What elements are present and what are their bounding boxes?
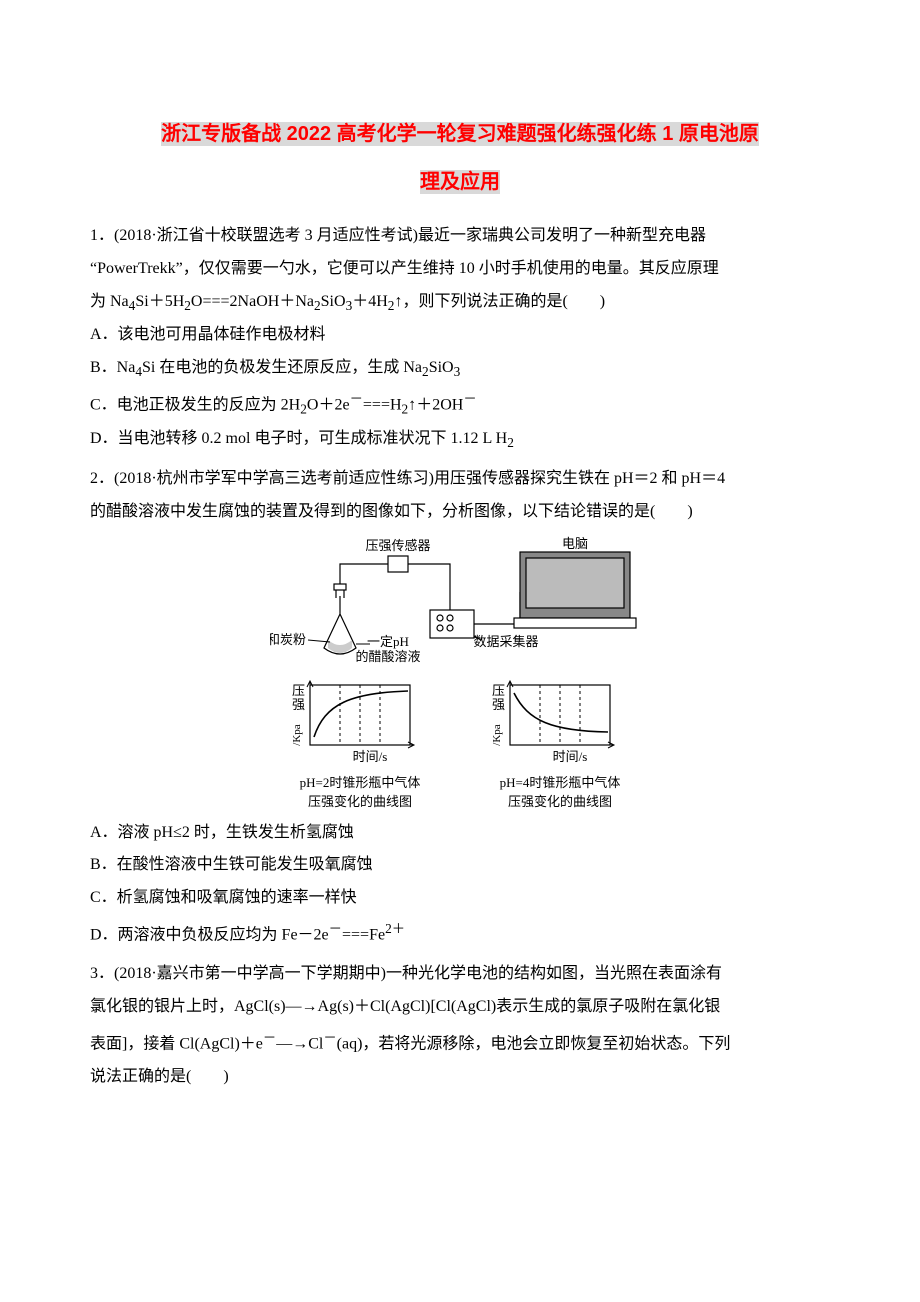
q1-l3b: Si＋5H <box>135 293 184 310</box>
svg-text:时间/s: 时间/s <box>353 749 388 764</box>
graph-ph4: 压 强 /Kpa 时间/s pH=4时锥形瓶中气体 压强变化的曲线图 <box>480 679 640 810</box>
graph1-svg: 压 强 /Kpa 时间/s <box>280 679 440 765</box>
svg-text:压: 压 <box>492 683 505 698</box>
sub: 2 <box>314 298 321 313</box>
svg-text:电脑: 电脑 <box>562 536 588 551</box>
cap: pH=4时锥形瓶中气体 <box>500 775 621 790</box>
svg-text:/Kpa: /Kpa <box>291 725 303 747</box>
cap: 压强变化的曲线图 <box>508 794 612 809</box>
svg-text:强: 强 <box>292 697 305 712</box>
apparatus-svg: 压强传感器 电脑 铁和炭粉 一定pH 的醋酸溶液 数据采集器 <box>270 536 650 666</box>
t: O＋2e <box>307 397 350 414</box>
svg-text:铁和炭粉: 铁和炭粉 <box>270 632 306 647</box>
q3-stem-line2: 氯化银的银片上时，AgCl(s)―→Ag(s)＋Cl(AgCl)[Cl(AgCl… <box>90 991 830 1024</box>
t: B．Na <box>90 359 135 376</box>
t: SiO <box>429 359 454 376</box>
q2-optB: B．在酸性溶液中生铁可能发生吸氧腐蚀 <box>90 849 830 882</box>
t: ===Fe <box>342 926 385 943</box>
t: D．两溶液中负极反应均为 Fe－2e <box>90 926 329 943</box>
svg-text:时间/s: 时间/s <box>553 749 588 764</box>
title-span-1: 浙江专版备战 2022 高考化学一轮复习难题强化练强化练 1 原电池原 <box>161 122 759 146</box>
q1-stem-line1: 1．(2018·浙江省十校联盟选考 3 月适应性考试)最近一家瑞典公司发明了一种… <box>90 220 830 253</box>
q2-optC: C．析氢腐蚀和吸氧腐蚀的速率一样快 <box>90 882 830 915</box>
sub: 3 <box>454 364 461 379</box>
doc-title-line1: 浙江专版备战 2022 高考化学一轮复习难题强化练强化练 1 原电池原 <box>90 110 830 158</box>
svg-text:的醋酸溶液: 的醋酸溶液 <box>355 649 420 664</box>
sub: 2 <box>184 298 191 313</box>
t: (aq)，若将光源移除，电池会立即恢复至初始状态。下列 <box>337 1035 731 1052</box>
q1-l3f: ↑，则下列说法正确的是( ) <box>394 293 605 310</box>
svg-text:/Kpa: /Kpa <box>491 725 503 747</box>
q2-apparatus-diagram: 压强传感器 电脑 铁和炭粉 一定pH 的醋酸溶液 数据采集器 <box>90 536 830 671</box>
q1-l3d: SiO <box>321 293 346 310</box>
sub: 2 <box>507 435 514 450</box>
cap: pH=2时锥形瓶中气体 <box>300 775 421 790</box>
t: ↑＋2OH <box>408 397 463 414</box>
t: ===H <box>363 397 402 414</box>
svg-text:数据采集器: 数据采集器 <box>473 634 538 649</box>
t: D．当电池转移 0.2 mol 电子时，可生成标准状况下 1.12 L H <box>90 430 507 447</box>
sub: 4 <box>135 364 142 379</box>
sup: － <box>323 1030 336 1045</box>
q1-stem-line2: “PowerTrekk”，仅仅需要一勺水，它便可以产生维持 10 小时手机使用的… <box>90 253 830 286</box>
svg-text:一定pH: 一定pH <box>367 634 409 649</box>
t: ―→Cl <box>276 1035 323 1052</box>
doc-title-line2: 理及应用 <box>90 158 830 206</box>
sup: 2＋ <box>385 921 405 936</box>
q2-optA: A．溶液 pH≤2 时，生铁发生析氢腐蚀 <box>90 817 830 850</box>
q2-stem-line2: 的醋酸溶液中发生腐蚀的装置及得到的图像如下，分析图像，以下结论错误的是( ) <box>90 496 830 529</box>
t: Si 在电池的负极发生还原反应，生成 Na <box>142 359 422 376</box>
svg-text:压: 压 <box>292 683 305 698</box>
sup: － <box>329 921 342 936</box>
q1-optC: C．电池正极发生的反应为 2H2O＋2e－===H2↑＋2OH－ <box>90 385 830 423</box>
cap: 压强变化的曲线图 <box>308 794 412 809</box>
graph2-caption: pH=4时锥形瓶中气体 压强变化的曲线图 <box>480 774 640 810</box>
sup: － <box>463 391 476 406</box>
t: C．电池正极发生的反应为 2H <box>90 397 300 414</box>
sup: － <box>263 1030 276 1045</box>
graph1-caption: pH=2时锥形瓶中气体 压强变化的曲线图 <box>280 774 440 810</box>
q1-optB: B．Na4Si 在电池的负极发生还原反应，生成 Na2SiO3 <box>90 352 830 386</box>
q2-graphs: 压 强 /Kpa 时间/s pH=2时锥形瓶中气体 压强变化的曲线图 压 强 /… <box>90 679 830 810</box>
graph-ph2: 压 强 /Kpa 时间/s pH=2时锥形瓶中气体 压强变化的曲线图 <box>280 679 440 810</box>
graph2-svg: 压 强 /Kpa 时间/s <box>480 679 640 765</box>
svg-text:强: 强 <box>492 697 505 712</box>
q1-l3e: ＋4H <box>352 293 388 310</box>
q1-stem-line3: 为 Na4Si＋5H2O===2NaOH＋Na2SiO3＋4H2↑，则下列说法正… <box>90 286 830 320</box>
svg-text:压强传感器: 压强传感器 <box>365 538 430 553</box>
q1-optD: D．当电池转移 0.2 mol 电子时，可生成标准状况下 1.12 L H2 <box>90 423 830 457</box>
sub: 2 <box>422 364 429 379</box>
q1-optA: A．该电池可用晶体硅作电极材料 <box>90 319 830 352</box>
q2-optD: D．两溶液中负极反应均为 Fe－2e－===Fe2＋ <box>90 915 830 952</box>
title-span-2: 理及应用 <box>420 170 500 194</box>
q2-stem-line1: 2．(2018·杭州市学军中学高三选考前适应性练习)用压强传感器探究生铁在 pH… <box>90 463 830 496</box>
q3-stem-line1: 3．(2018·嘉兴市第一中学高一下学期期中)一种光化学电池的结构如图，当光照在… <box>90 958 830 991</box>
q3-stem-line4: 说法正确的是( ) <box>90 1061 830 1094</box>
q1-l3c: O===2NaOH＋Na <box>191 293 314 310</box>
sub: 2 <box>300 402 307 417</box>
q1-l3a: 为 Na <box>90 293 129 310</box>
t: 表面]，接着 Cl(AgCl)＋e <box>90 1035 263 1052</box>
sup: － <box>350 391 363 406</box>
q3-stem-line3: 表面]，接着 Cl(AgCl)＋e－―→Cl－(aq)，若将光源移除，电池会立即… <box>90 1024 830 1061</box>
